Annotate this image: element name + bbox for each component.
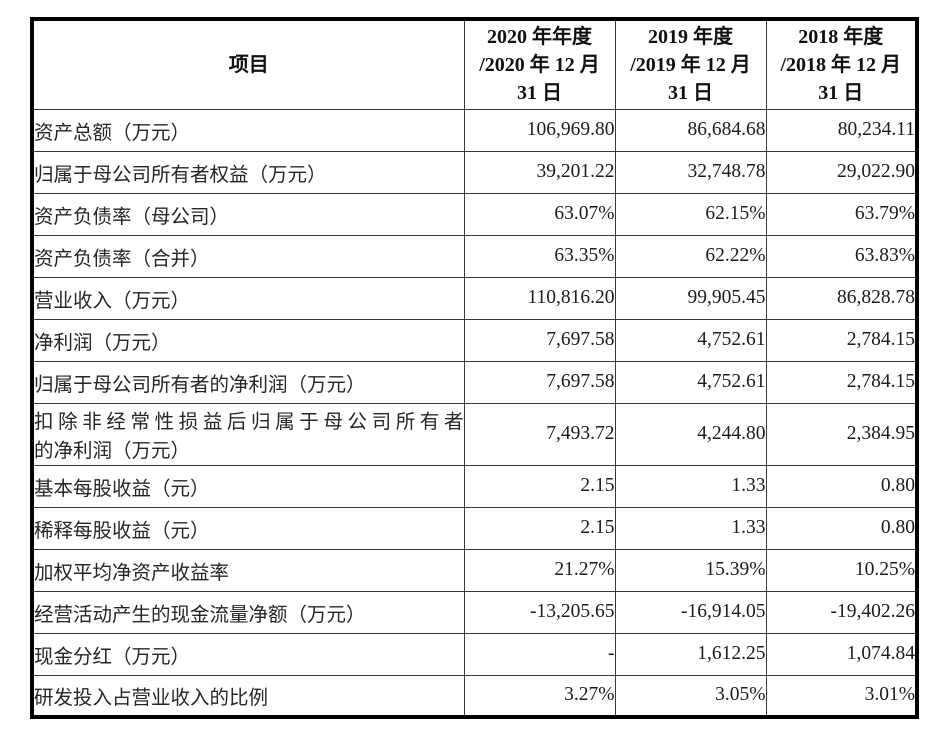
cell-2019: -16,914.05 xyxy=(614,590,767,634)
row-label: 研发投入占营业收入的比例 xyxy=(31,674,465,718)
row-label: 资产负债率（母公司） xyxy=(31,192,465,236)
row-label: 净利润（万元） xyxy=(31,318,465,362)
cell-2019: 4,244.80 xyxy=(614,402,767,466)
cell-2018: 2,784.15 xyxy=(765,318,918,362)
cell-2018: -19,402.26 xyxy=(765,590,918,634)
cell-2020: 63.07% xyxy=(463,192,616,236)
cell-2020: 2.15 xyxy=(463,506,616,550)
cell-2018: 10.25% xyxy=(765,548,918,592)
cell-2018: 0.80 xyxy=(765,506,918,550)
cell-2018: 80,234.11 xyxy=(765,108,918,152)
table-row: 扣除非经常性损益后归属于母公司所有者 的净利润（万元） 7,493.72 4,2… xyxy=(31,402,918,466)
cell-2020: 21.27% xyxy=(463,548,616,592)
row-label: 资产负债率（合并） xyxy=(31,234,465,278)
cell-2018: 63.83% xyxy=(765,234,918,278)
cell-2018: 0.80 xyxy=(765,464,918,508)
cell-2020: 3.27% xyxy=(463,674,616,718)
header-2018: 2018 年度 /2018 年 12 月 31 日 xyxy=(765,18,918,110)
cell-2019: 4,752.61 xyxy=(614,318,767,362)
cell-2018: 1,074.84 xyxy=(765,632,918,676)
cell-2020: 110,816.20 xyxy=(463,276,616,320)
row-label: 现金分红（万元） xyxy=(31,632,465,676)
row-label: 归属于母公司所有者权益（万元） xyxy=(31,150,465,194)
cell-2019: 86,684.68 xyxy=(614,108,767,152)
table-row: 稀释每股收益（元） 2.15 1.33 0.80 xyxy=(31,506,918,550)
header-2020: 2020 年年度 /2020 年 12 月 31 日 xyxy=(463,18,616,110)
row-label-line1: 扣除非经常性损益后归属于母公司所有者 xyxy=(34,412,464,433)
cell-2019: 15.39% xyxy=(614,548,767,592)
cell-2020: -13,205.65 xyxy=(463,590,616,634)
header-row: 项目 2020 年年度 /2020 年 12 月 31 日 2019 年度 /2… xyxy=(31,18,918,110)
row-label: 经营活动产生的现金流量净额（万元） xyxy=(31,590,465,634)
cell-2019: 62.15% xyxy=(614,192,767,236)
cell-2018: 29,022.90 xyxy=(765,150,918,194)
row-label: 基本每股收益（元） xyxy=(31,464,465,508)
cell-2020: - xyxy=(463,632,616,676)
cell-2018: 2,784.15 xyxy=(765,360,918,404)
table-row: 资产负债率（母公司） 63.07% 62.15% 63.79% xyxy=(31,192,918,236)
table-row: 净利润（万元） 7,697.58 4,752.61 2,784.15 xyxy=(31,318,918,362)
cell-2020: 106,969.80 xyxy=(463,108,616,152)
table-row: 经营活动产生的现金流量净额（万元） -13,205.65 -16,914.05 … xyxy=(31,590,918,634)
table-row: 营业收入（万元） 110,816.20 99,905.45 86,828.78 xyxy=(31,276,918,320)
cell-2019: 4,752.61 xyxy=(614,360,767,404)
row-label: 加权平均净资产收益率 xyxy=(31,548,465,592)
cell-2020: 7,493.72 xyxy=(463,402,616,466)
row-label: 资产总额（万元） xyxy=(31,108,465,152)
cell-2019: 3.05% xyxy=(614,674,767,718)
cell-2019: 1.33 xyxy=(614,464,767,508)
cell-2018: 63.79% xyxy=(765,192,918,236)
row-label: 扣除非经常性损益后归属于母公司所有者 的净利润（万元） xyxy=(31,402,465,466)
row-label-line2: 的净利润（万元） xyxy=(34,441,191,462)
row-label: 营业收入（万元） xyxy=(31,276,465,320)
cell-2019: 1,612.25 xyxy=(614,632,767,676)
cell-2019: 99,905.45 xyxy=(614,276,767,320)
cell-2019: 62.22% xyxy=(614,234,767,278)
cell-2018: 3.01% xyxy=(765,674,918,718)
financial-summary-table: 项目 2020 年年度 /2020 年 12 月 31 日 2019 年度 /2… xyxy=(30,17,919,719)
cell-2020: 7,697.58 xyxy=(463,360,616,404)
table-row: 加权平均净资产收益率 21.27% 15.39% 10.25% xyxy=(31,548,918,592)
cell-2019: 32,748.78 xyxy=(614,150,767,194)
table-row: 资产总额（万元） 106,969.80 86,684.68 80,234.11 xyxy=(31,108,918,152)
header-item: 项目 xyxy=(31,18,465,110)
cell-2020: 39,201.22 xyxy=(463,150,616,194)
row-label: 归属于母公司所有者的净利润（万元） xyxy=(31,360,465,404)
table-row: 现金分红（万元） - 1,612.25 1,074.84 xyxy=(31,632,918,676)
cell-2018: 2,384.95 xyxy=(765,402,918,466)
row-label: 稀释每股收益（元） xyxy=(31,506,465,550)
table-row: 归属于母公司所有者的净利润（万元） 7,697.58 4,752.61 2,78… xyxy=(31,360,918,404)
cell-2020: 2.15 xyxy=(463,464,616,508)
cell-2018: 86,828.78 xyxy=(765,276,918,320)
table-row: 归属于母公司所有者权益（万元） 39,201.22 32,748.78 29,0… xyxy=(31,150,918,194)
cell-2020: 7,697.58 xyxy=(463,318,616,362)
header-2019: 2019 年度 /2019 年 12 月 31 日 xyxy=(614,18,767,110)
cell-2020: 63.35% xyxy=(463,234,616,278)
table-row: 基本每股收益（元） 2.15 1.33 0.80 xyxy=(31,464,918,508)
table-row: 资产负债率（合并） 63.35% 62.22% 63.83% xyxy=(31,234,918,278)
cell-2019: 1.33 xyxy=(614,506,767,550)
table-row: 研发投入占营业收入的比例 3.27% 3.05% 3.01% xyxy=(31,674,918,718)
